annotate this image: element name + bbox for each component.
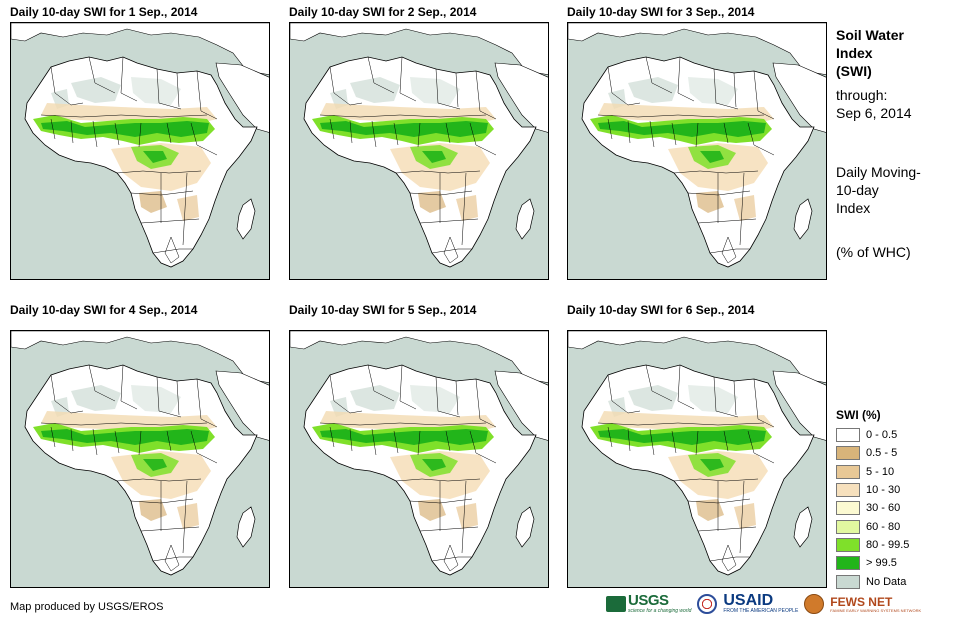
- logo-strip: USGS science for a changing world USAID …: [606, 592, 921, 615]
- legend-swatch: [836, 428, 860, 443]
- legend-label: 5 - 10: [866, 465, 895, 478]
- legend-label: 60 - 80: [866, 520, 901, 533]
- legend-label: 80 - 99.5: [866, 538, 910, 551]
- legend-item: 5 - 10: [836, 463, 909, 481]
- legend-label: 10 - 30: [866, 484, 901, 497]
- description-line-3: Index: [836, 200, 871, 216]
- seal-icon: [697, 594, 718, 614]
- through-block: through: Sep 6, 2014: [836, 86, 912, 122]
- panel-3-title: Daily 10-day SWI for 3 Sep., 2014: [567, 5, 755, 19]
- panel-4-title: Daily 10-day SWI for 4 Sep., 2014: [10, 303, 198, 317]
- index-title-line-1: Soil Water: [836, 27, 904, 43]
- usgs-tagline: science for a changing world: [628, 608, 692, 614]
- description-block: Daily Moving- 10-day Index: [836, 163, 921, 217]
- legend-label: No Data: [866, 575, 907, 588]
- panel-2-map: [289, 22, 549, 280]
- through-label: through:: [836, 87, 888, 103]
- legend-swatch: [836, 519, 860, 534]
- legend-swatch: [836, 556, 860, 571]
- usgs-logo: USGS science for a changing world: [606, 592, 692, 614]
- description-line-1: Daily Moving-: [836, 164, 921, 180]
- legend-item: 0.5 - 5: [836, 444, 909, 462]
- fews-globe-icon: [804, 594, 825, 614]
- panel-5-title: Daily 10-day SWI for 5 Sep., 2014: [289, 303, 477, 317]
- legend-label: 0.5 - 5: [866, 447, 898, 460]
- usgs-wave-icon: [606, 596, 626, 612]
- legend-swatch: [836, 464, 860, 479]
- legend-label: 30 - 60: [866, 502, 901, 515]
- panel-5-map: [289, 330, 549, 588]
- legend-item: > 99.5: [836, 554, 909, 572]
- legend-swatch: [836, 446, 860, 461]
- usgs-logo-text: USGS: [628, 592, 669, 609]
- legend-label: > 99.5: [866, 557, 897, 570]
- index-title-line-2: Index: [836, 45, 873, 61]
- legend-swatch: [836, 483, 860, 498]
- panel-1-map: [10, 22, 270, 280]
- usaid-logo-text: USAID: [723, 592, 774, 609]
- legend-label: 0 - 0.5: [866, 429, 898, 442]
- description-line-2: 10-day: [836, 182, 879, 198]
- usaid-logo: USAID FROM THE AMERICAN PEOPLE: [723, 592, 799, 615]
- panel-1-title: Daily 10-day SWI for 1 Sep., 2014: [10, 5, 198, 19]
- credit-text: Map produced by USGS/EROS: [10, 601, 164, 613]
- legend-item: 30 - 60: [836, 499, 909, 517]
- panel-6-title: Daily 10-day SWI for 6 Sep., 2014: [567, 303, 755, 317]
- legend-swatch: [836, 501, 860, 516]
- index-title-line-3: (SWI): [836, 63, 872, 79]
- legend-item: 80 - 99.5: [836, 536, 909, 554]
- legend-item: 0 - 0.5: [836, 426, 909, 444]
- fews-logo-text: FEWS NET: [830, 594, 893, 609]
- legend-item: 10 - 30: [836, 481, 909, 499]
- legend-title: SWI (%): [836, 408, 881, 422]
- units-label: (% of WHC): [836, 244, 911, 260]
- legend-item: 60 - 80: [836, 517, 909, 535]
- legend-swatch: [836, 574, 860, 589]
- panel-6-map: [567, 330, 827, 588]
- panel-3-map: [567, 22, 827, 280]
- fews-tagline: FAMINE EARLY WARNING SYSTEMS NETWORK: [830, 607, 922, 613]
- index-title: Soil Water Index (SWI): [836, 26, 904, 80]
- legend-swatch: [836, 537, 860, 552]
- panel-2-title: Daily 10-day SWI for 2 Sep., 2014: [289, 5, 477, 19]
- legend: 0 - 0.5 0.5 - 5 5 - 10 10 - 30 30 - 60 6…: [836, 426, 909, 591]
- legend-item: No Data: [836, 572, 909, 590]
- through-date: Sep 6, 2014: [836, 105, 912, 121]
- fews-logo: FEWS NET FAMINE EARLY WARNING SYSTEMS NE…: [830, 596, 921, 613]
- panel-4-map: [10, 330, 270, 588]
- usaid-tagline: FROM THE AMERICAN PEOPLE: [723, 608, 799, 614]
